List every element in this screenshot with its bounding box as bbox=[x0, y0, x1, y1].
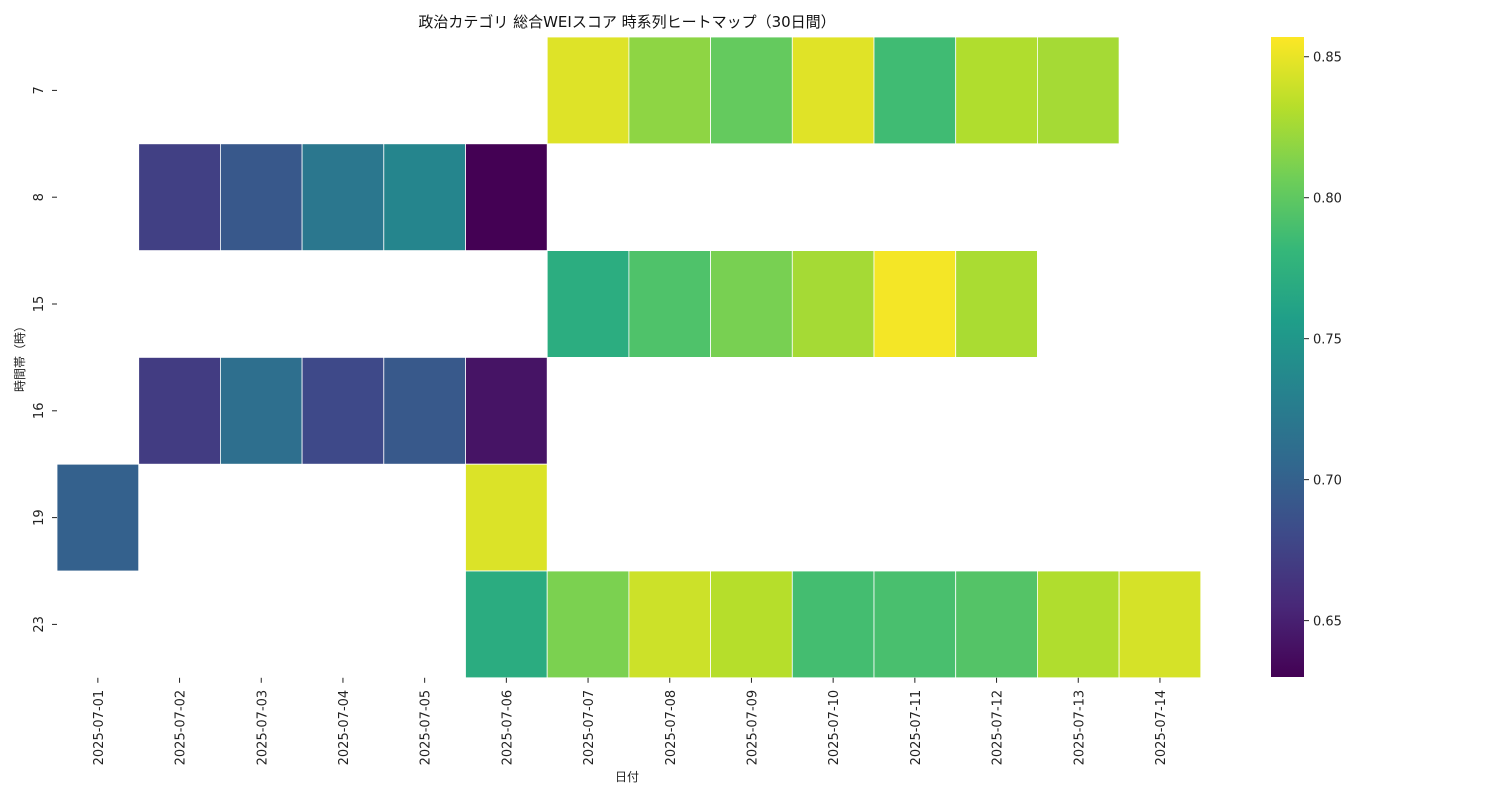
heatmap-cell bbox=[955, 570, 1038, 679]
x-tick-label: 2025-07-13 bbox=[1072, 690, 1087, 766]
colorbar-tick-label: 0.70 bbox=[1313, 474, 1342, 489]
heatmap-cell bbox=[955, 250, 1038, 358]
y-tick-label: 16 bbox=[32, 403, 47, 420]
heatmap-cell bbox=[873, 36, 957, 145]
x-tick-label: 2025-07-09 bbox=[745, 690, 760, 766]
heatmap-cell bbox=[1118, 570, 1202, 679]
y-tick-label: 23 bbox=[32, 616, 47, 633]
y-tick-label: 8 bbox=[32, 193, 47, 201]
heatmap-cell bbox=[710, 250, 793, 358]
heatmap-cell bbox=[383, 356, 466, 465]
heatmap-cell bbox=[791, 250, 875, 358]
colorbar-tick-label: 0.80 bbox=[1313, 192, 1342, 207]
y-tick-label: 19 bbox=[32, 509, 47, 526]
heatmap-cell bbox=[628, 570, 712, 679]
heatmap-cells bbox=[56, 36, 1202, 679]
heatmap-cell bbox=[1037, 36, 1120, 145]
x-axis-title: 日付 bbox=[615, 770, 639, 784]
heatmap-cell bbox=[1037, 570, 1120, 679]
x-tick-label: 2025-07-12 bbox=[991, 690, 1006, 766]
heatmap-cell bbox=[628, 36, 712, 145]
heatmap-cell bbox=[219, 356, 303, 465]
heatmap-cell bbox=[301, 356, 385, 465]
heatmap-cell bbox=[383, 143, 466, 252]
heatmap-cell bbox=[546, 570, 630, 679]
colorbar-tick-label: 0.65 bbox=[1313, 615, 1342, 630]
heatmap-cell bbox=[219, 143, 303, 252]
y-tick-label: 7 bbox=[32, 86, 47, 94]
heatmap-cell bbox=[546, 250, 630, 358]
x-tick-label: 2025-07-11 bbox=[909, 690, 924, 766]
heatmap-cell bbox=[465, 356, 548, 465]
heatmap-cell bbox=[873, 570, 957, 679]
y-axis-ticks: 7 8 15 16 19 23 bbox=[32, 86, 57, 633]
heatmap-cell bbox=[873, 250, 957, 358]
heatmap-cell bbox=[955, 36, 1038, 145]
x-tick-label: 2025-07-02 bbox=[174, 690, 189, 766]
x-tick-label: 2025-07-10 bbox=[827, 690, 842, 766]
x-tick-label: 2025-07-14 bbox=[1154, 690, 1169, 766]
colorbar bbox=[1271, 37, 1304, 677]
heatmap-cell bbox=[465, 463, 548, 572]
colorbar-ticks: 0.65 0.70 0.75 0.80 0.85 bbox=[1304, 51, 1342, 630]
colorbar-tick-label: 0.75 bbox=[1313, 333, 1342, 348]
x-tick-label: 2025-07-08 bbox=[664, 690, 679, 766]
heatmap-cell bbox=[138, 143, 221, 252]
heatmap-cell bbox=[546, 36, 630, 145]
colorbar-tick-label: 0.85 bbox=[1313, 51, 1342, 66]
heatmap-cell bbox=[301, 143, 385, 252]
heatmap-cell bbox=[138, 356, 221, 465]
x-tick-label: 2025-07-04 bbox=[337, 690, 352, 766]
heatmap-cell bbox=[791, 36, 875, 145]
heatmap-cell bbox=[710, 570, 793, 679]
x-tick-label: 2025-07-01 bbox=[92, 690, 107, 766]
chart-title: 政治カテゴリ 総合WEIスコア 時系列ヒートマップ（30日間） bbox=[418, 13, 835, 31]
heatmap-cell bbox=[465, 143, 548, 252]
heatmap-cell bbox=[710, 36, 793, 145]
x-tick-label: 2025-07-05 bbox=[419, 690, 434, 766]
x-tick-label: 2025-07-07 bbox=[582, 690, 597, 766]
heatmap-cell bbox=[628, 250, 712, 358]
y-tick-label: 15 bbox=[32, 296, 47, 313]
x-tick-label: 2025-07-03 bbox=[255, 690, 270, 766]
x-axis-ticks: 2025-07-01 2025-07-02 2025-07-03 2025-07-04… bbox=[92, 677, 1169, 766]
x-tick-label: 2025-07-06 bbox=[500, 690, 515, 766]
y-axis-title: 時間帯（時） bbox=[13, 320, 27, 392]
heatmap-cell bbox=[791, 570, 875, 679]
heatmap-cell bbox=[56, 463, 140, 572]
heatmap-cell bbox=[465, 570, 548, 679]
